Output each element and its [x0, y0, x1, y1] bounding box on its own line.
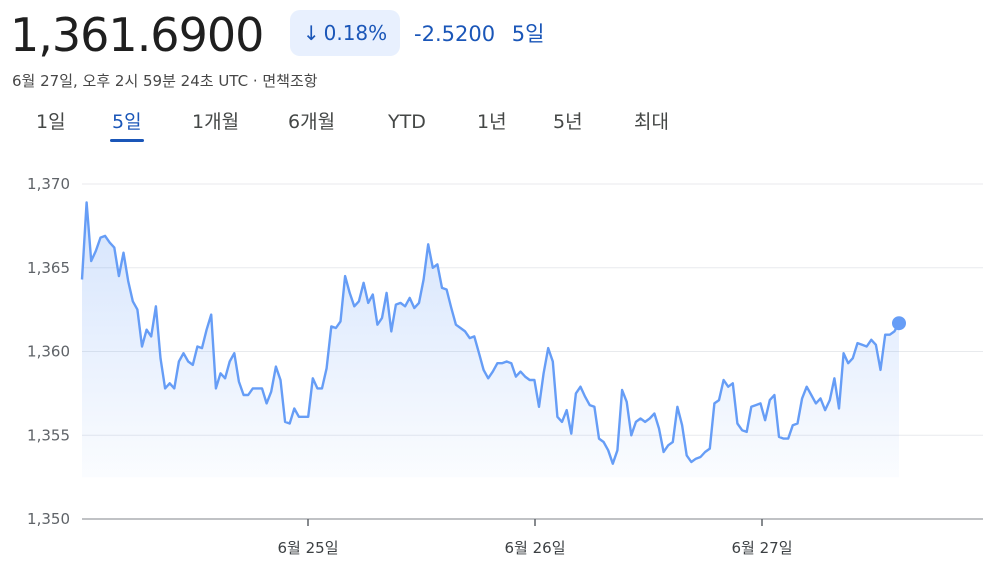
change-period: 5일 [511, 22, 545, 46]
tab-max[interactable]: 최대 [634, 111, 669, 133]
tab-1y[interactable]: 1년 [477, 111, 507, 133]
current-price: 1,361.6900 [10, 8, 264, 62]
tab-1m[interactable]: 1개월 [192, 111, 240, 133]
change-absolute-value: -2.5200 [414, 22, 496, 46]
change-percent-value: 0.18% [323, 21, 388, 45]
tab-5y[interactable]: 5년 [553, 111, 583, 133]
change-absolute: -2.5200 5일 [414, 18, 544, 48]
timestamp-disclaimer: 6월 27일, 오후 2시 59분 24초 UTC · 면책조항 [12, 72, 318, 90]
price-line [80, 201, 901, 465]
tab-1d[interactable]: 1일 [36, 111, 66, 133]
y-tick-label: 1,370 [27, 175, 70, 193]
change-percent-badge: ↓ 0.18% [290, 10, 400, 56]
y-tick-label: 1,360 [27, 343, 70, 361]
arrow-down-icon: ↓ [302, 21, 320, 45]
x-tick-label: 6월 25일 [278, 539, 339, 557]
price-chart[interactable]: 1,370 1,365 1,360 1,355 1,350 6월 25일 6월 26일 6월… [0, 150, 997, 564]
y-tick-label: 1,350 [27, 510, 70, 528]
x-tick-label: 6월 26일 [505, 539, 566, 557]
tab-5d[interactable]: 5일 [110, 106, 144, 142]
y-tick-label: 1,355 [27, 426, 70, 444]
current-price-marker [892, 316, 906, 331]
x-tick-label: 6월 27일 [732, 539, 793, 557]
tab-ytd[interactable]: YTD [388, 111, 426, 133]
tab-6m[interactable]: 6개월 [288, 111, 336, 133]
y-tick-label: 1,365 [27, 259, 70, 277]
price-area-fill [82, 202, 899, 478]
